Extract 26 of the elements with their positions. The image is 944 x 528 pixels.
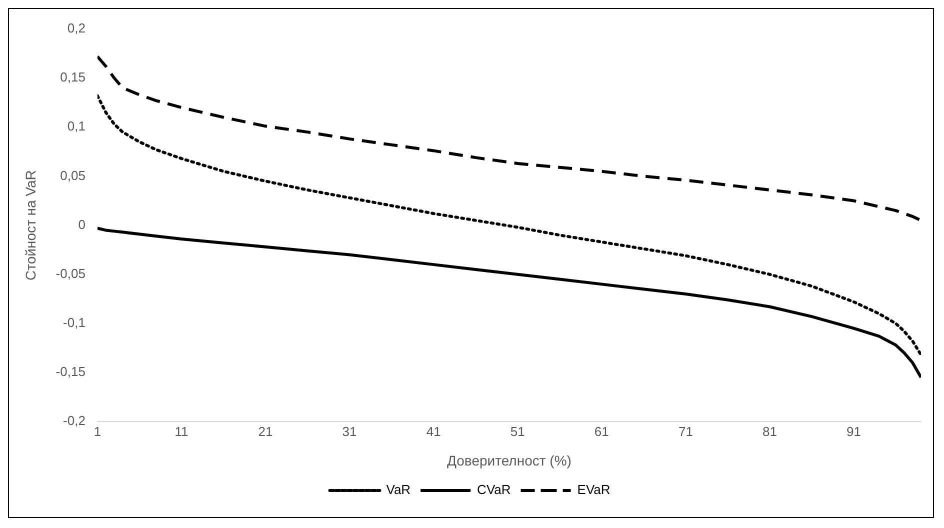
line-series: [97, 94, 921, 356]
x-tick-label: 21: [258, 424, 273, 439]
x-tick-label: 41: [426, 424, 441, 439]
x-tick-label: 11: [174, 424, 188, 439]
x-tick-label: 91: [846, 424, 862, 439]
y-axis-title: Стойност на VaR: [22, 170, 38, 281]
x-tick-label: 31: [342, 424, 357, 439]
y-tick-label: 0: [78, 216, 86, 232]
legend-label: CVaR: [477, 482, 511, 498]
x-tick-label: 81: [762, 424, 777, 439]
line-series: [97, 54, 921, 222]
x-tick-label: 61: [594, 424, 609, 439]
legend-label: VaR: [386, 482, 411, 498]
y-tick-label: 0,1: [67, 118, 86, 134]
x-tick-label: 51: [510, 424, 525, 439]
x-axis-title: Доверителност (%): [446, 452, 572, 468]
legend-label: EVaR: [577, 482, 610, 498]
y-tick-label: 0,05: [60, 168, 86, 183]
x-tick-label: 1: [94, 424, 102, 439]
y-tick-label: 0,15: [60, 70, 86, 85]
y-tick-label: 0,2: [67, 20, 86, 36]
x-tick-label: 71: [678, 424, 693, 439]
y-tick-label: -0,2: [63, 413, 86, 428]
y-tick-label: -0,15: [56, 364, 86, 380]
y-tick-label: -0,05: [56, 266, 86, 281]
y-tick-label: -0,1: [63, 315, 86, 330]
